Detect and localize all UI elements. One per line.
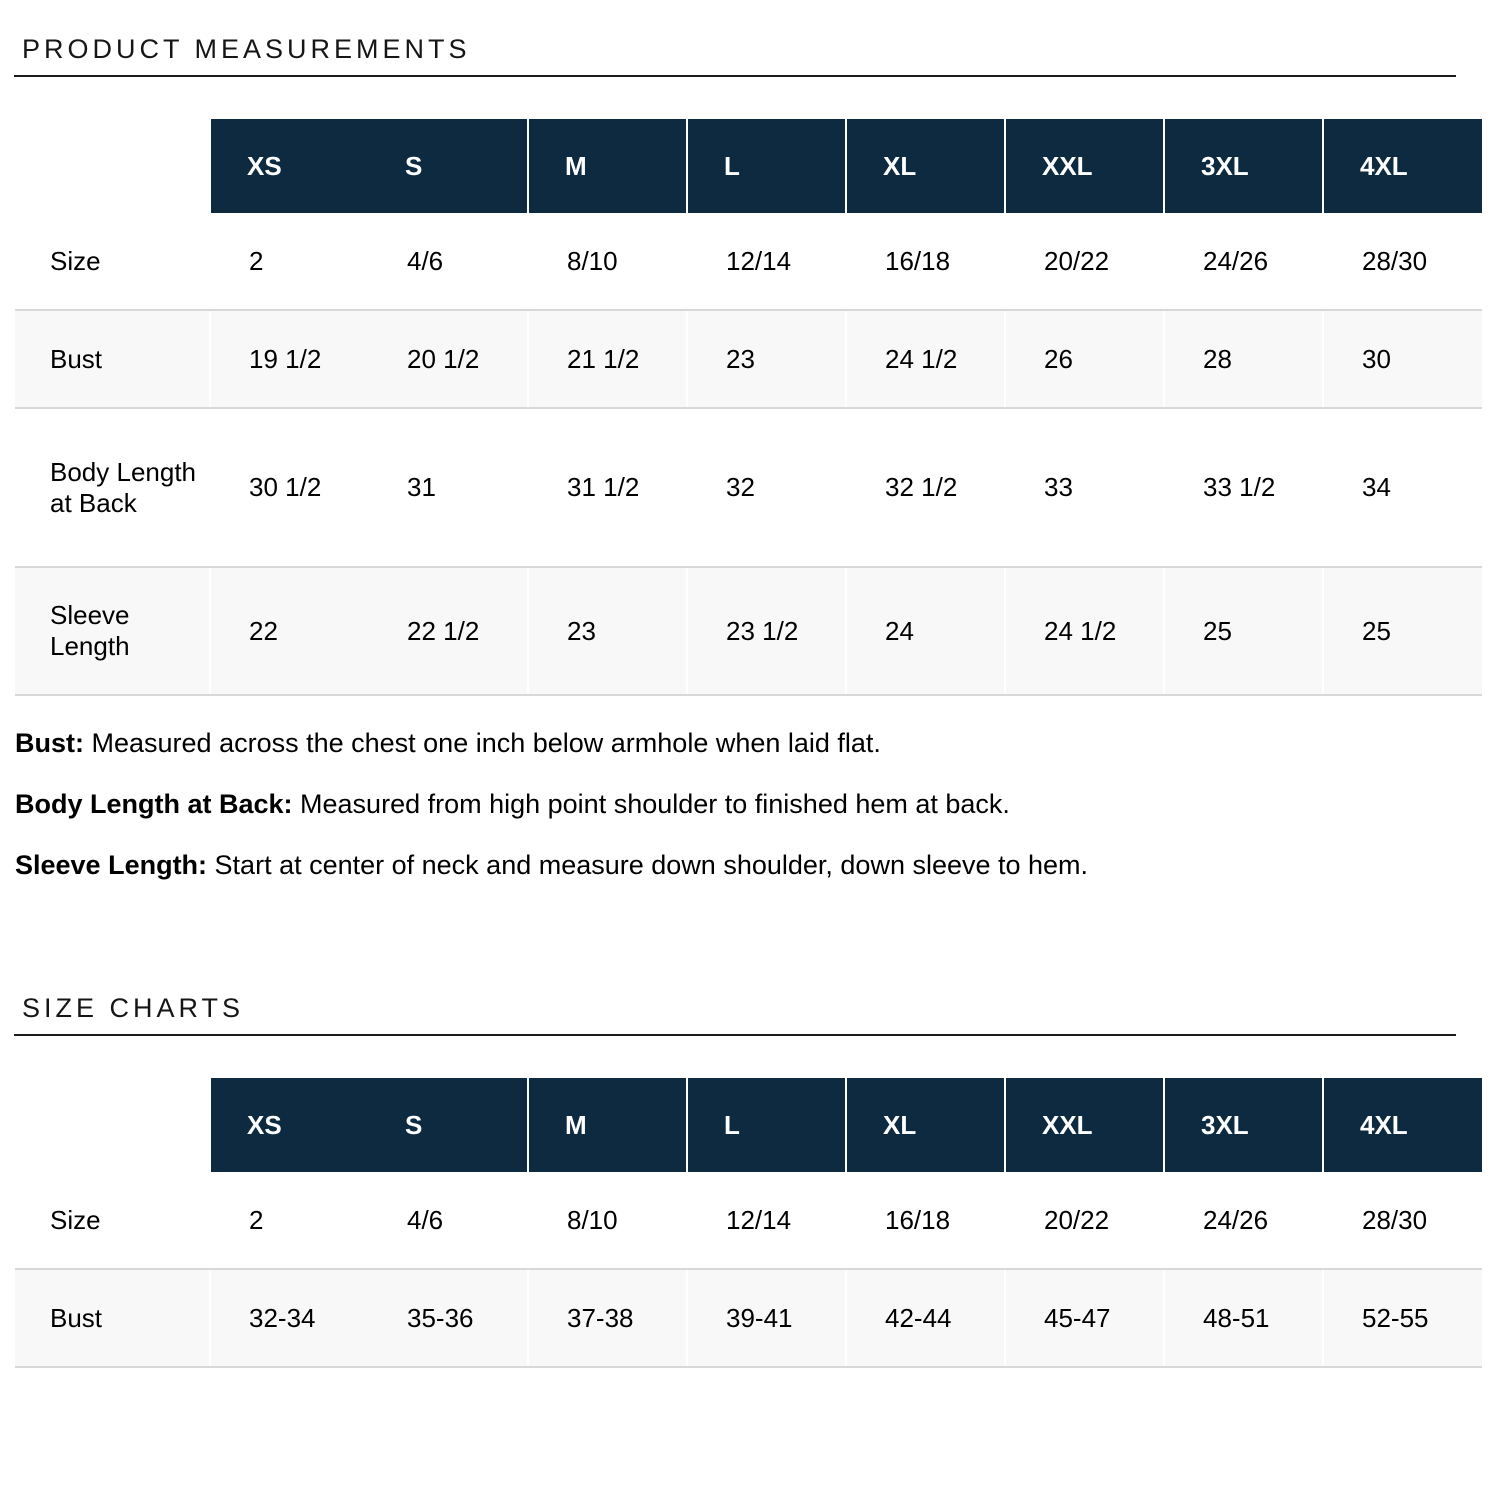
cell-value: 19 1/2 [209, 310, 369, 409]
header-spacer-cell [15, 119, 210, 213]
cell-value: 52-55 [1322, 1269, 1482, 1368]
row-label: Body Length at Back [15, 408, 210, 568]
row-label: Bust [15, 310, 210, 409]
row-label: Size [15, 213, 210, 311]
cell-value: 33 [1004, 408, 1164, 568]
cell-value: 24 [845, 567, 1005, 696]
table-row-size: Size 2 4/6 8/10 12/14 16/18 20/22 24/26 … [15, 1172, 1482, 1270]
cell-value: 25 [1322, 567, 1482, 696]
column-header-xl: XL [845, 1078, 1005, 1172]
cell-value: 28/30 [1322, 213, 1482, 311]
cell-value: 4/6 [369, 213, 528, 311]
size-charts-section: SIZE CHARTS XS S M L XL XXL 3XL 4XL [0, 909, 1500, 1368]
cell-value: 37-38 [527, 1269, 687, 1368]
cell-value: 21 1/2 [527, 310, 687, 409]
size-charts-header: SIZE CHARTS [14, 909, 1456, 1036]
column-header-xl: XL [845, 119, 1005, 213]
product-measurements-section: PRODUCT MEASUREMENTS XS S M L XL XXL 3XL [14, 0, 1500, 882]
cell-value: 23 [527, 567, 687, 696]
column-header-4xl: 4XL [1322, 1078, 1482, 1172]
cell-value: 24/26 [1163, 1172, 1323, 1270]
column-header-l: L [686, 1078, 846, 1172]
column-header-l: L [686, 119, 846, 213]
cell-value: 32-34 [209, 1269, 369, 1368]
size-charts-table: XS S M L XL XXL 3XL 4XL Size 2 4/6 8/10 … [15, 1078, 1482, 1368]
cell-value: 4/6 [369, 1172, 528, 1270]
column-header-m: M [527, 1078, 687, 1172]
cell-value: 45-47 [1004, 1269, 1164, 1368]
section-title-size-charts: SIZE CHARTS [22, 993, 245, 1023]
column-header-s: S [369, 119, 528, 213]
cell-value: 16/18 [845, 213, 1005, 311]
cell-value: 24 1/2 [1004, 567, 1164, 696]
row-label: Sleeve Length [15, 567, 210, 696]
cell-value: 12/14 [686, 213, 846, 311]
cell-value: 32 [686, 408, 846, 568]
cell-value: 24 1/2 [845, 310, 1005, 409]
table-row-bust: Bust 32-34 35-36 37-38 39-41 42-44 45-47… [15, 1269, 1482, 1368]
measurement-notes: Bust: Measured across the chest one inch… [15, 726, 1500, 882]
column-header-xs: XS [209, 1078, 369, 1172]
size-header-row: XS S M L XL XXL 3XL 4XL [15, 119, 1482, 213]
column-header-xxl: XXL [1004, 1078, 1164, 1172]
cell-value: 22 [209, 567, 369, 696]
cell-value: 25 [1163, 567, 1323, 696]
cell-value: 2 [209, 1172, 369, 1270]
column-header-m: M [527, 119, 687, 213]
page-title: PRODUCT MEASUREMENTS [22, 34, 471, 64]
table-row-size: Size 2 4/6 8/10 12/14 16/18 20/22 24/26 … [15, 213, 1482, 311]
note-term: Body Length at Back: [15, 789, 293, 819]
note-body-length: Body Length at Back: Measured from high … [15, 787, 1500, 821]
note-definition: Measured from high point shoulder to fin… [292, 789, 1010, 819]
cell-value: 42-44 [845, 1269, 1005, 1368]
cell-value: 16/18 [845, 1172, 1005, 1270]
cell-value: 31 1/2 [527, 408, 687, 568]
column-header-3xl: 3XL [1163, 1078, 1323, 1172]
column-header-xs: XS [209, 119, 369, 213]
cell-value: 33 1/2 [1163, 408, 1323, 568]
cell-value: 20/22 [1004, 1172, 1164, 1270]
cell-value: 20 1/2 [369, 310, 528, 409]
note-definition: Start at center of neck and measure down… [207, 850, 1089, 880]
size-header-row: XS S M L XL XXL 3XL 4XL [15, 1078, 1482, 1172]
product-measurements-header: PRODUCT MEASUREMENTS [14, 0, 1456, 77]
cell-value: 8/10 [527, 1172, 687, 1270]
cell-value: 32 1/2 [845, 408, 1005, 568]
cell-value: 31 [369, 408, 528, 568]
cell-value: 39-41 [686, 1269, 846, 1368]
cell-value: 24/26 [1163, 213, 1323, 311]
cell-value: 34 [1322, 408, 1482, 568]
table-row-sleeve-length: Sleeve Length 22 22 1/2 23 23 1/2 24 24 … [15, 567, 1482, 696]
cell-value: 23 [686, 310, 846, 409]
table-row-body-length: Body Length at Back 30 1/2 31 31 1/2 32 … [15, 408, 1482, 568]
cell-value: 28 [1163, 310, 1323, 409]
cell-value: 22 1/2 [369, 567, 528, 696]
cell-value: 48-51 [1163, 1269, 1323, 1368]
cell-value: 30 1/2 [209, 408, 369, 568]
cell-value: 23 1/2 [686, 567, 846, 696]
row-label: Size [15, 1172, 210, 1270]
row-label: Bust [15, 1269, 210, 1368]
product-measurements-table: XS S M L XL XXL 3XL 4XL Size 2 4/6 8/10 … [15, 119, 1482, 696]
cell-value: 28/30 [1322, 1172, 1482, 1270]
cell-value: 26 [1004, 310, 1164, 409]
column-header-xxl: XXL [1004, 119, 1164, 213]
cell-value: 8/10 [527, 213, 687, 311]
note-term: Bust: [15, 728, 84, 758]
column-header-s: S [369, 1078, 528, 1172]
cell-value: 12/14 [686, 1172, 846, 1270]
column-header-3xl: 3XL [1163, 119, 1323, 213]
table-row-bust: Bust 19 1/2 20 1/2 21 1/2 23 24 1/2 26 2… [15, 310, 1482, 409]
column-header-4xl: 4XL [1322, 119, 1482, 213]
note-term: Sleeve Length: [15, 850, 208, 880]
note-bust: Bust: Measured across the chest one inch… [15, 726, 1500, 760]
cell-value: 35-36 [369, 1269, 528, 1368]
note-definition: Measured across the chest one inch below… [84, 728, 881, 758]
cell-value: 20/22 [1004, 213, 1164, 311]
cell-value: 30 [1322, 310, 1482, 409]
cell-value: 2 [209, 213, 369, 311]
header-spacer-cell [15, 1078, 210, 1172]
note-sleeve-length: Sleeve Length: Start at center of neck a… [15, 848, 1500, 882]
